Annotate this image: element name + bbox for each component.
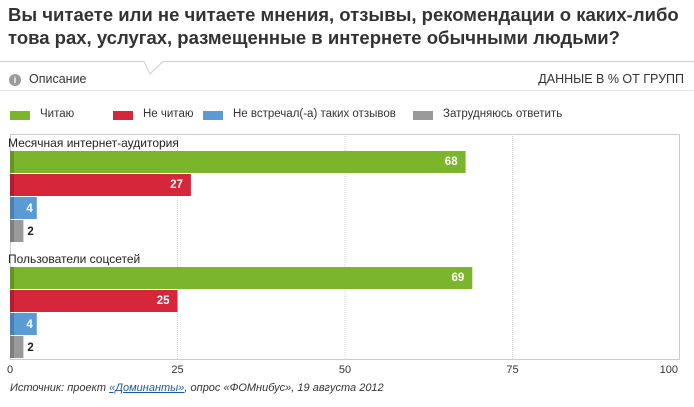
legend-swatch-not-read xyxy=(113,111,133,120)
legend-label-not-read: Не читаю xyxy=(143,108,194,120)
bar-accent xyxy=(10,174,14,196)
x-tick-label: 25 xyxy=(171,364,183,376)
legend-label-read: Читаю xyxy=(40,108,75,120)
bar-accent xyxy=(10,197,14,219)
info-icon[interactable]: i xyxy=(9,74,21,86)
bar-value-label: 4 xyxy=(26,319,33,331)
header-divider xyxy=(0,61,694,91)
bar-chart: 0 25 50 75 100 Месячная интернет-аудитория 68 2… xyxy=(7,134,680,376)
bar-value-label: 4 xyxy=(26,203,33,215)
x-tick-label: 100 xyxy=(660,364,678,376)
bar xyxy=(10,267,473,289)
bar-accent xyxy=(10,151,14,173)
bar-accent xyxy=(10,336,14,358)
bar xyxy=(10,197,37,219)
x-tick-label: 75 xyxy=(506,364,518,376)
description-toggle[interactable]: Описание xyxy=(29,72,87,86)
units-label: ДАННЫЕ В % ОТ ГРУПП xyxy=(538,72,684,86)
source-link[interactable]: «Доминанты» xyxy=(109,382,185,394)
legend-swatch-not-met xyxy=(203,111,223,120)
bar xyxy=(10,290,178,312)
bar-value-label: 2 xyxy=(27,342,33,354)
legend-label-hard-to-say: Затрудняюсь ответить xyxy=(443,108,563,120)
bar-value-label: 2 xyxy=(27,226,33,238)
bar-accent xyxy=(10,220,14,242)
bar xyxy=(10,174,191,196)
x-tick-label: 0 xyxy=(7,364,13,376)
source-note: Источник: проект «Доминанты», опрос «ФОМ… xyxy=(10,382,384,394)
bar-value-label: 25 xyxy=(157,295,170,307)
group-label: Месячная интернет-аудитория xyxy=(8,136,179,150)
bar-value-label: 69 xyxy=(452,272,465,284)
legend-swatch-hard-to-say xyxy=(413,111,433,120)
bar-accent xyxy=(10,290,14,312)
source-prefix: Источник: проект xyxy=(10,382,110,394)
bar xyxy=(10,220,24,242)
chart-title: Вы читаете или не читаете мнения, отзывы… xyxy=(8,4,679,48)
source-suffix: , опрос «ФОМнибус», 19 августа 2012 xyxy=(184,382,384,394)
bar xyxy=(10,151,466,173)
bar xyxy=(10,336,24,358)
x-tick-label: 50 xyxy=(339,364,351,376)
bar-value-label: 27 xyxy=(170,179,183,191)
bar-accent xyxy=(10,313,14,335)
group-label: Пользователи соцсетей xyxy=(8,252,140,266)
bar-value-label: 68 xyxy=(445,156,458,168)
legend-swatch-read xyxy=(10,111,30,120)
legend-label-not-met: Не встречал(-а) таких отзывов xyxy=(233,108,396,120)
bar-accent xyxy=(10,267,14,289)
bar xyxy=(10,313,37,335)
